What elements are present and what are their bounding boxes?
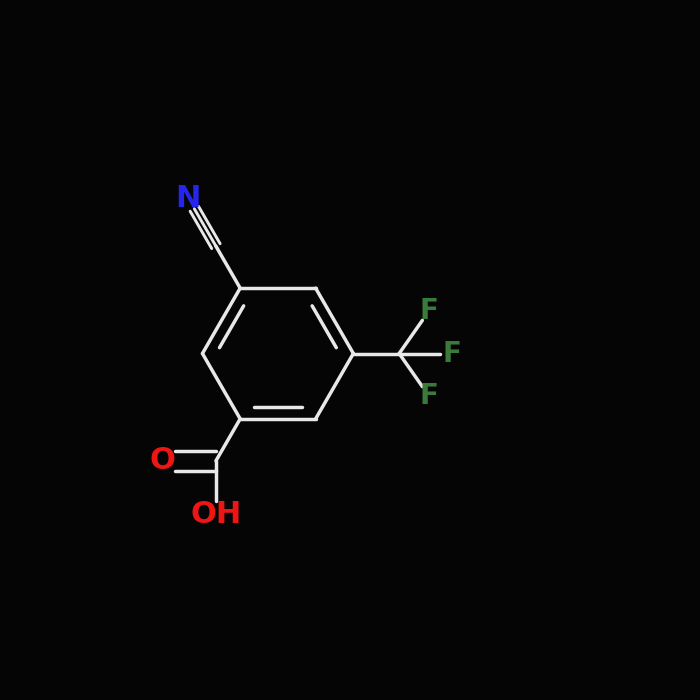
Text: F: F [420, 382, 439, 410]
Text: F: F [442, 340, 461, 368]
Text: OH: OH [190, 500, 241, 529]
Text: O: O [149, 447, 175, 475]
Text: F: F [420, 297, 439, 325]
Text: N: N [176, 184, 201, 213]
